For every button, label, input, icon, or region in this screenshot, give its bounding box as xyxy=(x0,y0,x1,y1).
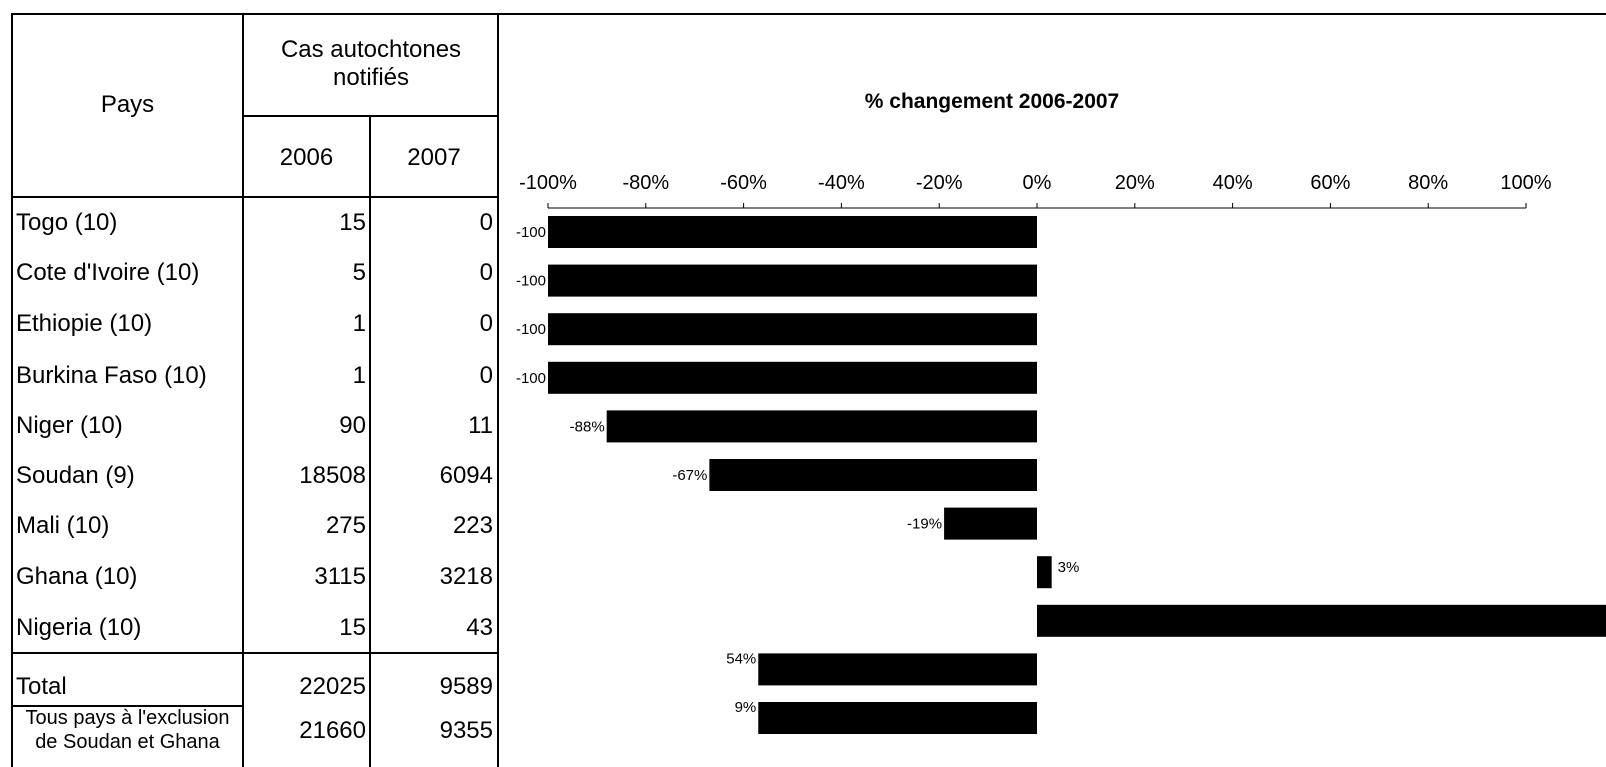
value-2007-cell: 3218 xyxy=(439,563,493,590)
bar xyxy=(548,264,1037,297)
value-2006-cell: 3115 xyxy=(314,563,366,590)
excl-2006: 21660 xyxy=(299,717,366,744)
bar xyxy=(758,702,1037,734)
value-2006-cell: 90 xyxy=(339,412,366,439)
bar xyxy=(1037,556,1052,589)
value-2006-cell: 1 xyxy=(352,310,366,337)
excl-2007: 9355 xyxy=(439,717,493,744)
value-2007-cell: 223 xyxy=(452,512,493,539)
bar xyxy=(758,653,1037,686)
country-cell: Niger (10) xyxy=(16,412,123,439)
bar xyxy=(606,410,1037,443)
excl-label-line2: de Soudan et Ghana xyxy=(35,731,220,753)
bar-label: -100 xyxy=(516,370,546,387)
total-2006: 22025 xyxy=(299,673,366,700)
value-2007-cell: 6094 xyxy=(439,462,493,489)
x-tick-label: -100% xyxy=(519,172,577,194)
country-cell: Soudan (9) xyxy=(16,462,135,489)
value-2006-cell: 18508 xyxy=(299,462,366,489)
bar-label: -100 xyxy=(516,273,546,290)
chart-title: % changement 2006-2007 xyxy=(865,90,1119,113)
value-2007-cell: 0 xyxy=(479,362,493,389)
x-tick-label: 0% xyxy=(1023,172,1052,194)
country-cell: Ghana (10) xyxy=(16,563,138,590)
x-tick-label: -60% xyxy=(720,172,767,194)
x-tick-label: 60% xyxy=(1310,172,1350,194)
value-2007-cell: 11 xyxy=(468,412,493,439)
value-2007-cell: 0 xyxy=(479,310,493,337)
bar-label: -88% xyxy=(570,418,605,435)
value-2007-cell: 0 xyxy=(479,259,493,286)
header-year-2006: 2006 xyxy=(279,144,334,171)
bar-label: 54% xyxy=(726,650,756,667)
header-country: Pays xyxy=(100,91,155,118)
x-tick-label: -20% xyxy=(916,172,963,194)
x-tick-label: 100% xyxy=(1500,172,1551,194)
total-label: Total xyxy=(16,673,67,700)
table-right-border xyxy=(497,13,499,767)
header-year-2007: 2007 xyxy=(407,144,461,171)
total-top-border xyxy=(11,652,499,654)
bar-label: -100 xyxy=(516,224,546,241)
bar-label: -67% xyxy=(672,467,707,484)
bar xyxy=(1037,604,1606,637)
bar xyxy=(944,507,1037,540)
value-2006-cell: 275 xyxy=(325,512,366,539)
bar xyxy=(548,361,1037,394)
change-bar-chart: % changement 2006-2007 -100% -80% -60% -40%… xyxy=(516,90,1606,734)
country-col-divider xyxy=(242,13,244,767)
bar-label: 9% xyxy=(735,699,757,716)
x-tick-label: -80% xyxy=(622,172,669,194)
chart-top-border xyxy=(499,13,1606,15)
value-2006-cell: 15 xyxy=(339,614,366,641)
country-cell: Nigeria (10) xyxy=(16,614,142,641)
x-tick-label: 40% xyxy=(1213,172,1253,194)
excl-top-border xyxy=(11,705,243,707)
value-2006-cell: 15 xyxy=(339,209,366,236)
bar-label: -19% xyxy=(907,516,942,533)
bar xyxy=(548,216,1037,248)
total-2007: 9589 xyxy=(439,673,493,700)
bar-label: 3% xyxy=(1058,559,1080,576)
table-top-border xyxy=(11,13,499,15)
country-cell: Burkina Faso (10) xyxy=(16,362,207,389)
header-bottom-border xyxy=(11,196,499,198)
table-left-border xyxy=(11,13,13,767)
bar xyxy=(709,459,1037,491)
value-2007-cell: 0 xyxy=(479,209,493,236)
x-tick-label: -40% xyxy=(818,172,865,194)
country-cell: Togo (10) xyxy=(16,209,118,236)
country-cell: Mali (10) xyxy=(16,512,110,539)
country-cell: Cote d'Ivoire (10) xyxy=(16,259,200,286)
year-col-divider xyxy=(369,115,371,767)
value-2007-cell: 43 xyxy=(466,614,493,641)
value-2006-cell: 5 xyxy=(352,259,366,286)
cases-header-divider xyxy=(243,115,499,117)
excl-label-line1: Tous pays à l'exclusion xyxy=(25,707,230,729)
bar xyxy=(548,313,1037,346)
country-cell: Ethiopie (10) xyxy=(16,310,153,337)
bar-label: -100 xyxy=(516,321,546,338)
x-tick-label: 80% xyxy=(1408,172,1448,194)
header-cases: Cas autochtones notifiés xyxy=(280,36,462,91)
value-2006-cell: 1 xyxy=(352,362,366,389)
x-tick-label: 20% xyxy=(1115,172,1155,194)
